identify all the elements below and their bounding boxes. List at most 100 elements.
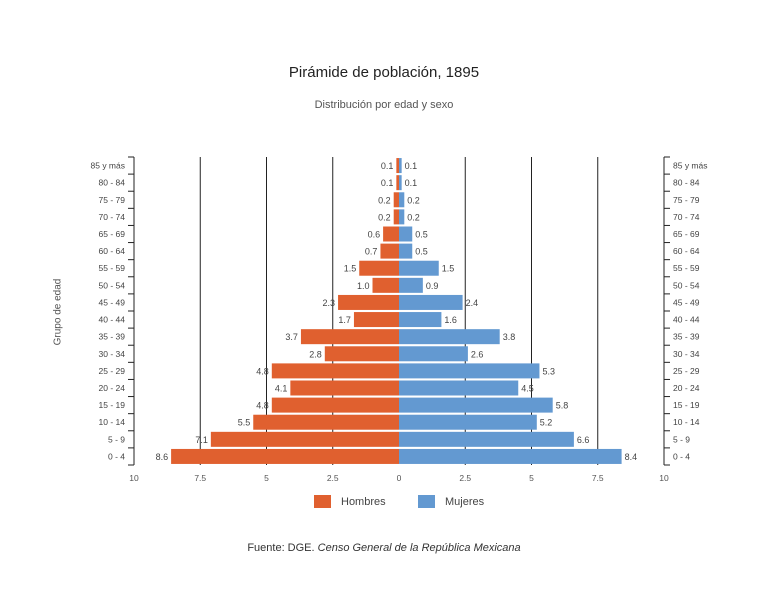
data-label-hombres: 4.8 bbox=[256, 366, 269, 376]
category-label-left: 0 - 4 bbox=[108, 451, 125, 461]
source-prefix: Fuente: DGE. bbox=[247, 542, 318, 554]
legend-item-mujeres: Mujeres bbox=[418, 495, 484, 508]
data-label-mujeres: 0.1 bbox=[405, 178, 418, 188]
x-tick-label: 7.5 bbox=[194, 473, 206, 483]
data-label-mujeres: 5.8 bbox=[556, 401, 569, 411]
bar-hombres bbox=[393, 192, 399, 208]
data-label-hombres: 4.1 bbox=[275, 384, 288, 394]
data-label-mujeres: 1.5 bbox=[442, 264, 455, 274]
bar-mujeres bbox=[399, 294, 463, 310]
category-label-left: 65 - 69 bbox=[99, 229, 126, 239]
data-label-mujeres: 0.2 bbox=[407, 195, 420, 205]
data-label-hombres: 8.6 bbox=[156, 452, 169, 462]
category-label-right: 40 - 44 bbox=[673, 315, 700, 325]
category-label-left: 35 - 39 bbox=[99, 332, 126, 342]
category-label-right: 5 - 9 bbox=[673, 434, 690, 444]
category-label-right: 55 - 59 bbox=[673, 263, 700, 273]
bar-mujeres bbox=[399, 312, 442, 328]
bar-mujeres bbox=[399, 243, 413, 259]
bar-mujeres bbox=[399, 226, 413, 242]
data-label-hombres: 0.1 bbox=[381, 161, 394, 171]
bar-mujeres bbox=[399, 414, 537, 430]
category-label-left: 55 - 59 bbox=[99, 263, 126, 273]
bar-hombres bbox=[380, 243, 399, 259]
data-label-hombres: 5.5 bbox=[238, 418, 251, 428]
category-label-right: 70 - 74 bbox=[673, 212, 700, 222]
category-label-right: 15 - 19 bbox=[673, 400, 700, 410]
category-label-right: 20 - 24 bbox=[673, 383, 700, 393]
data-label-mujeres: 2.4 bbox=[466, 298, 479, 308]
category-label-left: 80 - 84 bbox=[99, 178, 126, 188]
data-label-mujeres: 6.6 bbox=[577, 435, 590, 445]
x-tick-label: 0 bbox=[397, 473, 402, 483]
category-label-left: 15 - 19 bbox=[99, 400, 126, 410]
bar-mujeres bbox=[399, 363, 540, 379]
category-label-right: 0 - 4 bbox=[673, 451, 690, 461]
category-label-left: 50 - 54 bbox=[99, 280, 126, 290]
category-label-right: 30 - 34 bbox=[673, 349, 700, 359]
bar-hombres bbox=[210, 431, 399, 447]
category-label-left: 30 - 34 bbox=[99, 349, 126, 359]
data-label-mujeres: 0.2 bbox=[407, 212, 420, 222]
data-label-hombres: 2.3 bbox=[323, 298, 336, 308]
category-label-left: 70 - 74 bbox=[99, 212, 126, 222]
category-label-left: 75 - 79 bbox=[99, 195, 126, 205]
data-label-hombres: 0.2 bbox=[378, 212, 391, 222]
x-tick-label: 5 bbox=[529, 473, 534, 483]
bar-hombres bbox=[372, 277, 399, 293]
data-label-hombres: 0.6 bbox=[368, 230, 381, 240]
data-label-hombres: 0.1 bbox=[381, 178, 394, 188]
category-label-left: 10 - 14 bbox=[99, 417, 126, 427]
category-label-left: 5 - 9 bbox=[108, 434, 125, 444]
bar-hombres bbox=[324, 346, 399, 362]
data-label-hombres: 0.2 bbox=[378, 195, 391, 205]
data-label-hombres: 7.1 bbox=[195, 435, 208, 445]
bar-mujeres bbox=[399, 175, 402, 191]
data-label-mujeres: 1.6 bbox=[444, 315, 457, 325]
x-tick-label: 5 bbox=[264, 473, 269, 483]
bar-mujeres bbox=[399, 448, 622, 464]
bar-hombres bbox=[396, 158, 399, 174]
data-label-hombres: 0.7 bbox=[365, 247, 378, 257]
category-label-left: 85 y más bbox=[91, 161, 126, 171]
legend-item-hombres: Hombres bbox=[314, 495, 386, 508]
data-label-mujeres: 5.2 bbox=[540, 418, 553, 428]
bar-hombres bbox=[290, 380, 399, 396]
data-label-hombres: 1.5 bbox=[344, 264, 357, 274]
data-label-mujeres: 0.9 bbox=[426, 281, 439, 291]
category-label-left: 45 - 49 bbox=[99, 297, 126, 307]
data-label-hombres: 2.8 bbox=[309, 349, 322, 359]
bar-hombres bbox=[171, 448, 399, 464]
data-label-mujeres: 3.8 bbox=[503, 332, 516, 342]
category-label-right: 65 - 69 bbox=[673, 229, 700, 239]
bar-hombres bbox=[396, 175, 399, 191]
category-label-right: 80 - 84 bbox=[673, 178, 700, 188]
bar-hombres bbox=[359, 260, 399, 276]
data-label-hombres: 3.7 bbox=[285, 332, 298, 342]
x-tick-label: 10 bbox=[129, 473, 139, 483]
bar-mujeres bbox=[399, 277, 423, 293]
category-label-left: 20 - 24 bbox=[99, 383, 126, 393]
bar-mujeres bbox=[399, 158, 402, 174]
data-label-mujeres: 5.3 bbox=[542, 366, 555, 376]
x-tick-label: 7.5 bbox=[592, 473, 604, 483]
bar-hombres bbox=[353, 312, 399, 328]
category-label-right: 50 - 54 bbox=[673, 280, 700, 290]
bar-hombres bbox=[338, 294, 399, 310]
data-label-mujeres: 0.1 bbox=[405, 161, 418, 171]
data-label-mujeres: 8.4 bbox=[625, 452, 638, 462]
bar-mujeres bbox=[399, 397, 553, 413]
category-label-right: 45 - 49 bbox=[673, 297, 700, 307]
bar-hombres bbox=[393, 209, 399, 225]
category-label-right: 85 y más bbox=[673, 161, 708, 171]
bar-mujeres bbox=[399, 329, 500, 345]
source-note: Fuente: DGE. Censo General de la Repúbli… bbox=[0, 542, 768, 554]
data-label-mujeres: 0.5 bbox=[415, 230, 428, 240]
bar-mujeres bbox=[399, 431, 574, 447]
category-label-right: 35 - 39 bbox=[673, 332, 700, 342]
category-label-right: 10 - 14 bbox=[673, 417, 700, 427]
chart-subtitle: Distribución por edad y sexo bbox=[314, 99, 454, 111]
category-label-left: 60 - 64 bbox=[99, 246, 126, 256]
legend-label-hombres: Hombres bbox=[341, 495, 386, 508]
bar-mujeres bbox=[399, 192, 405, 208]
